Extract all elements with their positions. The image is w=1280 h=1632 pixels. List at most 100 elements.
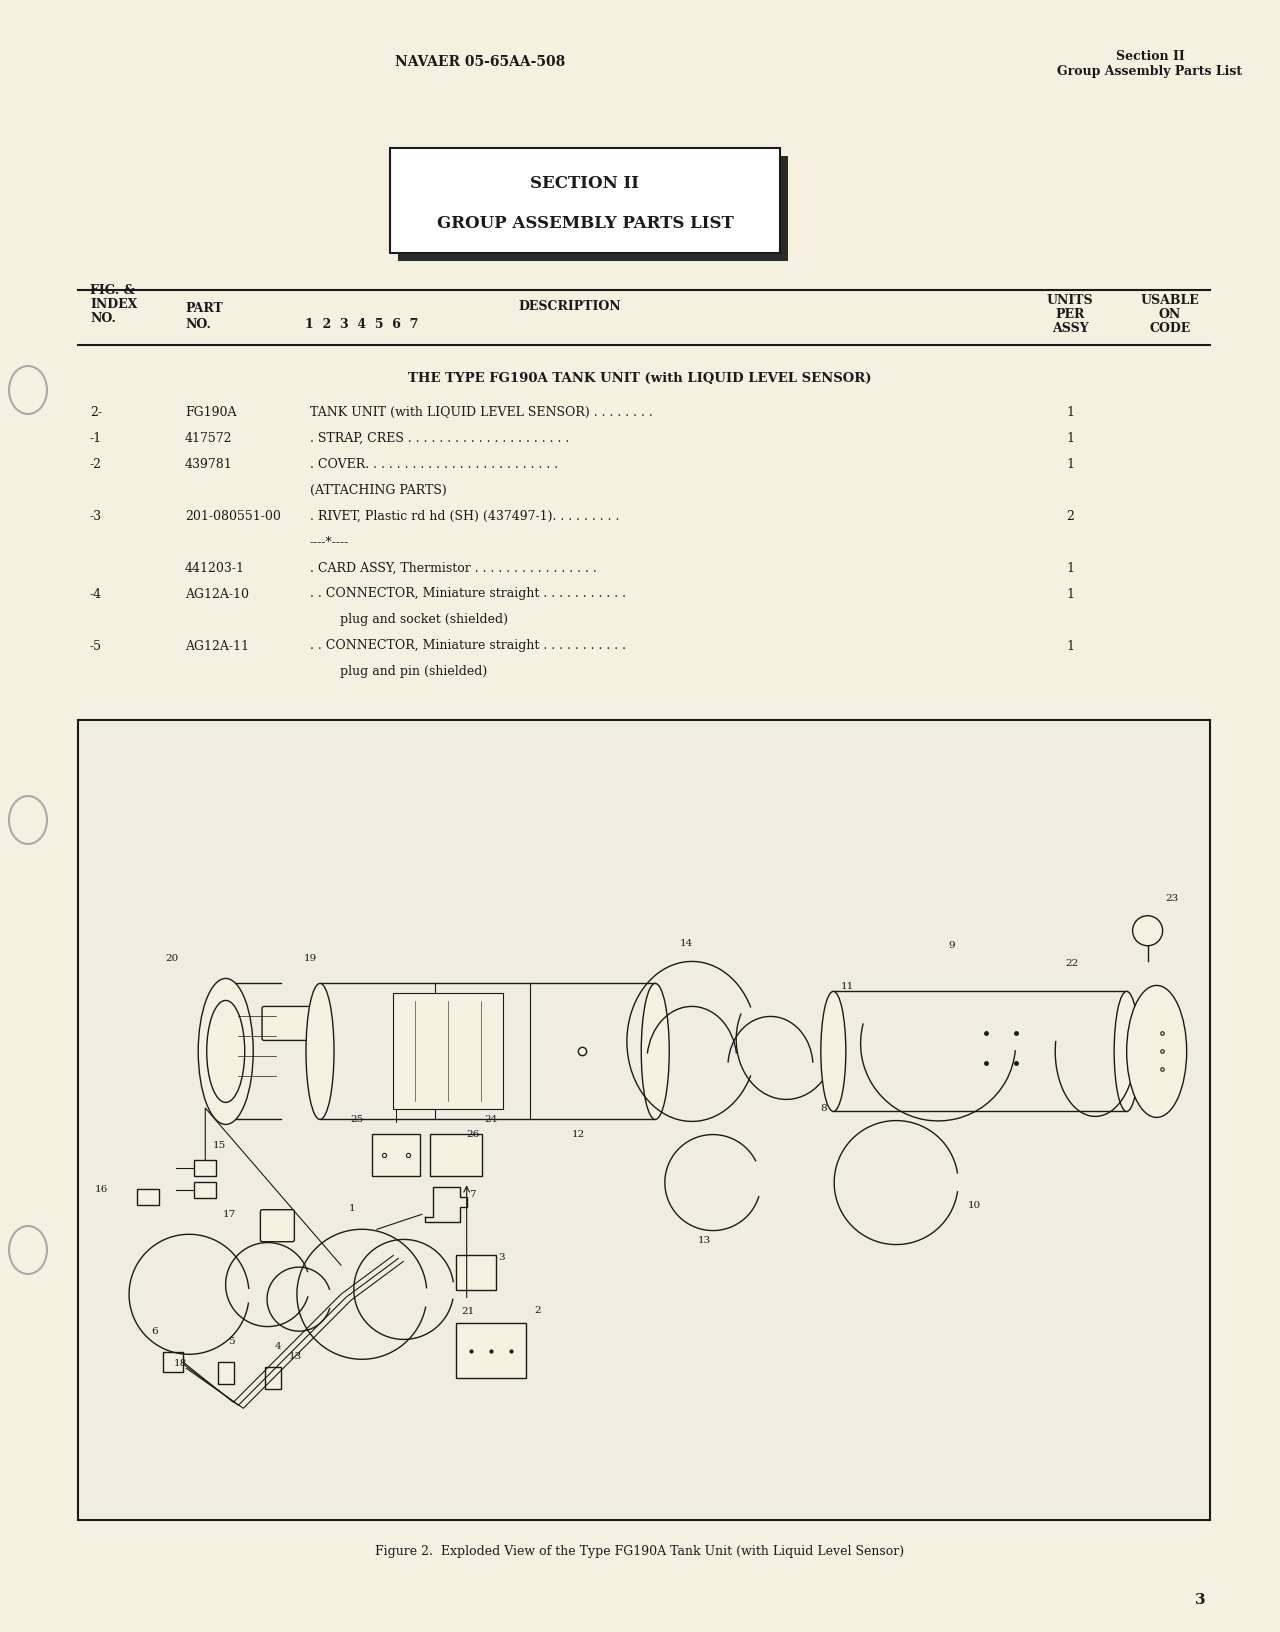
Text: 1: 1 (1066, 431, 1074, 444)
Text: . COVER. . . . . . . . . . . . . . . . . . . . . . . . .: . COVER. . . . . . . . . . . . . . . . .… (310, 457, 558, 470)
Text: PART: PART (186, 302, 223, 315)
Bar (137, 1190, 159, 1204)
Text: 1: 1 (348, 1204, 356, 1213)
Text: (ATTACHING PARTS): (ATTACHING PARTS) (310, 483, 447, 496)
Bar (393, 994, 503, 1110)
Text: FG190A: FG190A (186, 405, 237, 418)
Text: 201-080551-00: 201-080551-00 (186, 509, 280, 522)
Ellipse shape (9, 796, 47, 844)
Text: 10: 10 (968, 1201, 982, 1209)
Text: FIG. &: FIG. & (90, 284, 134, 297)
Text: 1: 1 (1066, 640, 1074, 653)
Text: 21: 21 (462, 1307, 475, 1317)
Text: 1: 1 (1066, 457, 1074, 470)
Text: 7: 7 (468, 1190, 475, 1200)
Text: Figure 2.  Exploded View of the Type FG190A Tank Unit (with Liquid Level Sensor): Figure 2. Exploded View of the Type FG19… (375, 1546, 905, 1559)
Text: -2: -2 (90, 457, 102, 470)
Text: INDEX: INDEX (90, 297, 137, 310)
Ellipse shape (1126, 986, 1187, 1118)
Text: AG12A-11: AG12A-11 (186, 640, 250, 653)
Circle shape (1133, 916, 1162, 945)
Text: 1  2  3  4  5  6  7: 1 2 3 4 5 6 7 (305, 318, 419, 331)
Text: NAVAER 05-65AA-508: NAVAER 05-65AA-508 (394, 55, 566, 69)
Text: -4: -4 (90, 588, 102, 601)
Text: 16: 16 (95, 1185, 108, 1195)
Text: ----*----: ----*---- (310, 535, 349, 548)
Text: 23: 23 (1166, 894, 1179, 902)
Ellipse shape (820, 991, 846, 1111)
Text: 4: 4 (275, 1342, 282, 1351)
Bar (456, 1324, 526, 1379)
Bar (195, 1160, 216, 1177)
Ellipse shape (198, 979, 253, 1124)
Bar (398, 157, 788, 261)
Bar (78, 720, 1210, 1519)
Text: 25: 25 (351, 1115, 364, 1124)
Text: 19: 19 (305, 955, 317, 963)
Text: THE TYPE FG190A TANK UNIT (with LIQUID LEVEL SENSOR): THE TYPE FG190A TANK UNIT (with LIQUID L… (408, 372, 872, 385)
Text: 5: 5 (228, 1337, 234, 1346)
Ellipse shape (9, 366, 47, 415)
Bar (218, 1363, 234, 1384)
Text: 1: 1 (1066, 588, 1074, 601)
Text: 9: 9 (948, 942, 955, 950)
Text: plug and socket (shielded): plug and socket (shielded) (340, 614, 508, 627)
Ellipse shape (9, 1226, 47, 1275)
Text: plug and pin (shielded): plug and pin (shielded) (340, 666, 488, 679)
Text: CODE: CODE (1149, 322, 1190, 335)
Text: 14: 14 (680, 940, 694, 948)
Text: Group Assembly Parts List: Group Assembly Parts List (1057, 65, 1243, 78)
Text: 2-: 2- (90, 405, 102, 418)
FancyBboxPatch shape (262, 1007, 314, 1041)
Text: NO.: NO. (186, 318, 211, 331)
Text: 26: 26 (467, 1131, 480, 1139)
Bar (164, 1353, 183, 1373)
Text: 6: 6 (151, 1327, 157, 1337)
Text: 1: 1 (1066, 405, 1074, 418)
Text: 11: 11 (841, 982, 855, 991)
Text: -3: -3 (90, 509, 102, 522)
Text: 1: 1 (1066, 561, 1074, 574)
Text: 17: 17 (223, 1209, 236, 1219)
Text: 441203-1: 441203-1 (186, 561, 244, 574)
Text: -5: -5 (90, 640, 102, 653)
Bar (430, 1134, 483, 1177)
Text: TANK UNIT (with LIQUID LEVEL SENSOR) . . . . . . . .: TANK UNIT (with LIQUID LEVEL SENSOR) . .… (310, 405, 653, 418)
Bar (372, 1134, 420, 1177)
Text: 439781: 439781 (186, 457, 233, 470)
Text: -1: -1 (90, 431, 102, 444)
Bar (195, 1182, 216, 1198)
Text: . RIVET, Plastic rd hd (SH) (437497-1). . . . . . . . .: . RIVET, Plastic rd hd (SH) (437497-1). … (310, 509, 620, 522)
Text: 18: 18 (174, 1359, 187, 1368)
Ellipse shape (1114, 991, 1139, 1111)
Text: Section II: Section II (1116, 49, 1184, 62)
Bar (390, 149, 780, 253)
Text: ON: ON (1158, 307, 1181, 320)
Text: . STRAP, CRES . . . . . . . . . . . . . . . . . . . . .: . STRAP, CRES . . . . . . . . . . . . . … (310, 431, 570, 444)
Text: 2: 2 (1066, 509, 1074, 522)
Text: NO.: NO. (90, 312, 116, 325)
Ellipse shape (306, 984, 334, 1120)
Text: SECTION II: SECTION II (530, 175, 640, 191)
Text: 2: 2 (534, 1307, 541, 1315)
Bar (456, 1255, 497, 1291)
Text: . CARD ASSY, Thermistor . . . . . . . . . . . . . . . .: . CARD ASSY, Thermistor . . . . . . . . … (310, 561, 596, 574)
Text: AG12A-10: AG12A-10 (186, 588, 250, 601)
Ellipse shape (641, 984, 669, 1120)
Text: 13: 13 (698, 1235, 712, 1245)
Text: 12: 12 (571, 1131, 585, 1139)
FancyBboxPatch shape (260, 1209, 294, 1242)
Text: 15: 15 (212, 1141, 225, 1151)
Text: . . CONNECTOR, Miniature straight . . . . . . . . . . .: . . CONNECTOR, Miniature straight . . . … (310, 588, 626, 601)
Bar (265, 1368, 280, 1389)
Text: 8: 8 (820, 1105, 827, 1113)
Text: DESCRIPTION: DESCRIPTION (518, 300, 621, 312)
Text: 417572: 417572 (186, 431, 233, 444)
Text: GROUP ASSEMBLY PARTS LIST: GROUP ASSEMBLY PARTS LIST (436, 214, 733, 232)
Text: ASSY: ASSY (1052, 322, 1088, 335)
Text: 3: 3 (498, 1253, 504, 1263)
Text: PER: PER (1055, 307, 1084, 320)
Text: 20: 20 (165, 955, 179, 963)
Text: 24: 24 (484, 1115, 497, 1124)
Text: USABLE: USABLE (1140, 294, 1199, 307)
